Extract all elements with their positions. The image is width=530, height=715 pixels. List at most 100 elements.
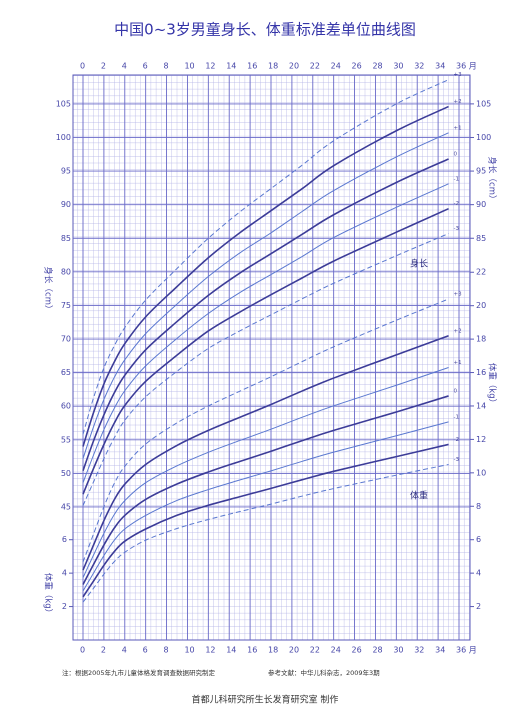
y-tick-label: 55 (61, 435, 71, 444)
growth-curve (82, 298, 449, 563)
y-tick-label-right: 85 (476, 234, 486, 243)
y2-axis-title-right: 体重（kg） (487, 363, 498, 407)
series-label: +3 (454, 291, 463, 297)
x-tick-label: 12 (205, 646, 215, 655)
y-tick-label-right: 105 (476, 99, 491, 108)
series-label: 0 (454, 151, 458, 157)
x-tick-label: 26 (352, 646, 362, 655)
y2-tick-label: 6 (476, 535, 481, 544)
grid (72, 74, 471, 641)
y2-tick-label: 22 (476, 268, 486, 277)
x-tick-label: 8 (164, 646, 169, 655)
x-tick-label: 36 月 (456, 62, 477, 71)
x-tick-label: 16 (247, 62, 257, 71)
series-label: +3 (454, 72, 463, 78)
y-tick-label: 100 (56, 133, 71, 142)
y2-tick-label: 8 (476, 502, 481, 511)
annotation: 身长 (410, 258, 428, 270)
x-tick-label: 6 (143, 62, 148, 71)
y-tick-label: 80 (61, 267, 71, 276)
x-tick-label: 4 (122, 62, 127, 71)
y2-tick-label: 14 (476, 401, 486, 410)
y-tick-label: 65 (61, 368, 71, 377)
y-tick-label: 105 (56, 99, 71, 108)
reference: 参考文献：中华儿科杂志，2009年3期 (268, 668, 380, 677)
x-tick-label: 10 (184, 646, 194, 655)
growth-curve (82, 395, 449, 585)
y2-tick-label: 20 (476, 301, 486, 310)
y-tick-label: 95 (61, 167, 71, 176)
x-tick-label: 2 (101, 646, 106, 655)
y2-tick-label: 4 (476, 569, 481, 578)
chart-title: 中国0~3岁男童身长、体重标准差单位曲线图 (114, 21, 416, 39)
y-tick-label-right: 100 (476, 133, 491, 142)
x-tick-label: 14 (226, 646, 236, 655)
x-tick-label: 0 (80, 62, 85, 71)
x-tick-label: 22 (310, 62, 320, 71)
x-tick-label: 32 (414, 62, 424, 71)
y-tick-label: 90 (61, 200, 71, 209)
series-label: +2 (454, 99, 462, 105)
y2-tick-label: 18 (476, 335, 486, 344)
y2-tick-label: 6 (62, 535, 67, 544)
y2-tick-label: 2 (62, 602, 67, 611)
series-label: +1 (454, 125, 462, 131)
series-label: +1 (454, 360, 462, 366)
x-tick-label: 18 (268, 62, 278, 71)
x-tick-label: 6 (143, 646, 148, 655)
y-tick-label: 60 (61, 402, 71, 411)
y-tick-label: 85 (61, 234, 71, 243)
x-tick-label: 14 (226, 62, 236, 71)
y-tick-label-right: 95 (476, 167, 486, 176)
x-tick-label: 20 (289, 646, 299, 655)
growth-curve (82, 105, 449, 447)
growth-curve (82, 443, 449, 598)
x-tick-label: 8 (164, 62, 169, 71)
x-tick-label: 2 (101, 62, 106, 71)
plot-frame (72, 74, 471, 641)
y2-tick-label: 4 (62, 569, 67, 578)
growth-curve (82, 335, 449, 571)
series-label: -3 (454, 457, 460, 463)
y2-tick-label: 2 (476, 602, 481, 611)
y2-tick-label: 12 (476, 435, 486, 444)
series-label: -3 (454, 226, 460, 232)
series-label: -1 (454, 414, 459, 420)
y-tick-label: 70 (61, 335, 71, 344)
x-tick-label: 28 (372, 62, 382, 71)
x-tick-label: 12 (205, 62, 215, 71)
x-tick-label: 18 (268, 646, 278, 655)
x-tick-label: 22 (310, 646, 320, 655)
growth-curve (82, 158, 449, 471)
growth-curve (82, 207, 449, 495)
y-axis-title: 身长（cm） (43, 267, 54, 314)
x-tick-label: 30 (393, 646, 403, 655)
x-tick-label: 36 月 (456, 646, 477, 655)
series-label: -2 (454, 201, 459, 207)
credit: 首都儿科研究所生长发育研究室 制作 (192, 694, 339, 706)
growth-curve (82, 421, 449, 592)
growth-curve (82, 463, 449, 603)
x-tick-label: 20 (289, 62, 299, 71)
y2-axis-title: 体重（kg） (43, 573, 54, 617)
y2-tick-label: 10 (476, 468, 486, 477)
series-label: +2 (454, 328, 462, 334)
annotation: 体重 (410, 490, 428, 502)
growth-curve (82, 367, 449, 578)
x-tick-label: 24 (331, 62, 341, 71)
footnote: 注：根据2005年九市儿童体格发育调查数据研究制定 (62, 668, 216, 677)
x-tick-label: 0 (80, 646, 85, 655)
series-label: -2 (454, 437, 459, 443)
x-tick-label: 26 (352, 62, 362, 71)
x-tick-label: 10 (184, 62, 194, 71)
y-tick-label: 50 (61, 469, 71, 478)
y-tick-label: 75 (61, 301, 71, 310)
y-axis-title-right: 身长（cm） (487, 157, 498, 204)
y-tick-label: 45 (61, 502, 71, 511)
y2-tick-label: 16 (476, 368, 486, 377)
y-tick-label-right: 90 (476, 200, 486, 209)
series-label: -1 (454, 176, 459, 182)
growth-curve (82, 183, 449, 483)
x-tick-label: 30 (393, 62, 403, 71)
